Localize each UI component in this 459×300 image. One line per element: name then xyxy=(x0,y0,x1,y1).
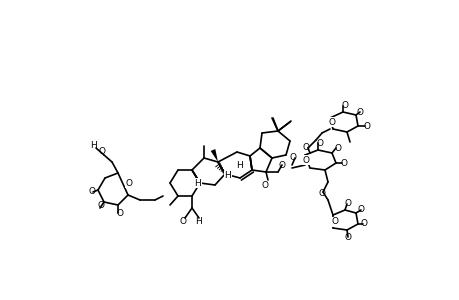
Text: O: O xyxy=(334,143,341,152)
Text: O: O xyxy=(357,206,364,214)
Text: O: O xyxy=(316,139,323,148)
Text: O: O xyxy=(179,218,186,226)
Text: O: O xyxy=(360,220,367,229)
Text: O: O xyxy=(344,199,351,208)
Text: O: O xyxy=(302,142,309,152)
Text: O: O xyxy=(331,218,338,226)
Text: O: O xyxy=(125,178,132,188)
Text: O: O xyxy=(318,190,325,199)
Text: O: O xyxy=(98,146,105,155)
Text: H: H xyxy=(90,140,97,149)
Polygon shape xyxy=(210,149,218,162)
Text: O: O xyxy=(302,155,309,164)
Text: H: H xyxy=(236,160,243,169)
Text: O: O xyxy=(289,152,296,161)
Text: O: O xyxy=(261,181,268,190)
Text: O: O xyxy=(97,202,104,211)
Text: H: H xyxy=(194,178,201,188)
Text: O: O xyxy=(341,100,348,109)
Text: O: O xyxy=(363,122,369,130)
Text: O: O xyxy=(328,118,335,127)
Text: O: O xyxy=(116,208,123,217)
Text: O: O xyxy=(340,158,347,167)
Text: O: O xyxy=(278,160,285,169)
Text: H: H xyxy=(195,218,202,226)
Text: O: O xyxy=(356,107,363,116)
Text: O: O xyxy=(88,188,95,196)
Text: O: O xyxy=(344,232,351,242)
Text: H: H xyxy=(224,172,231,181)
